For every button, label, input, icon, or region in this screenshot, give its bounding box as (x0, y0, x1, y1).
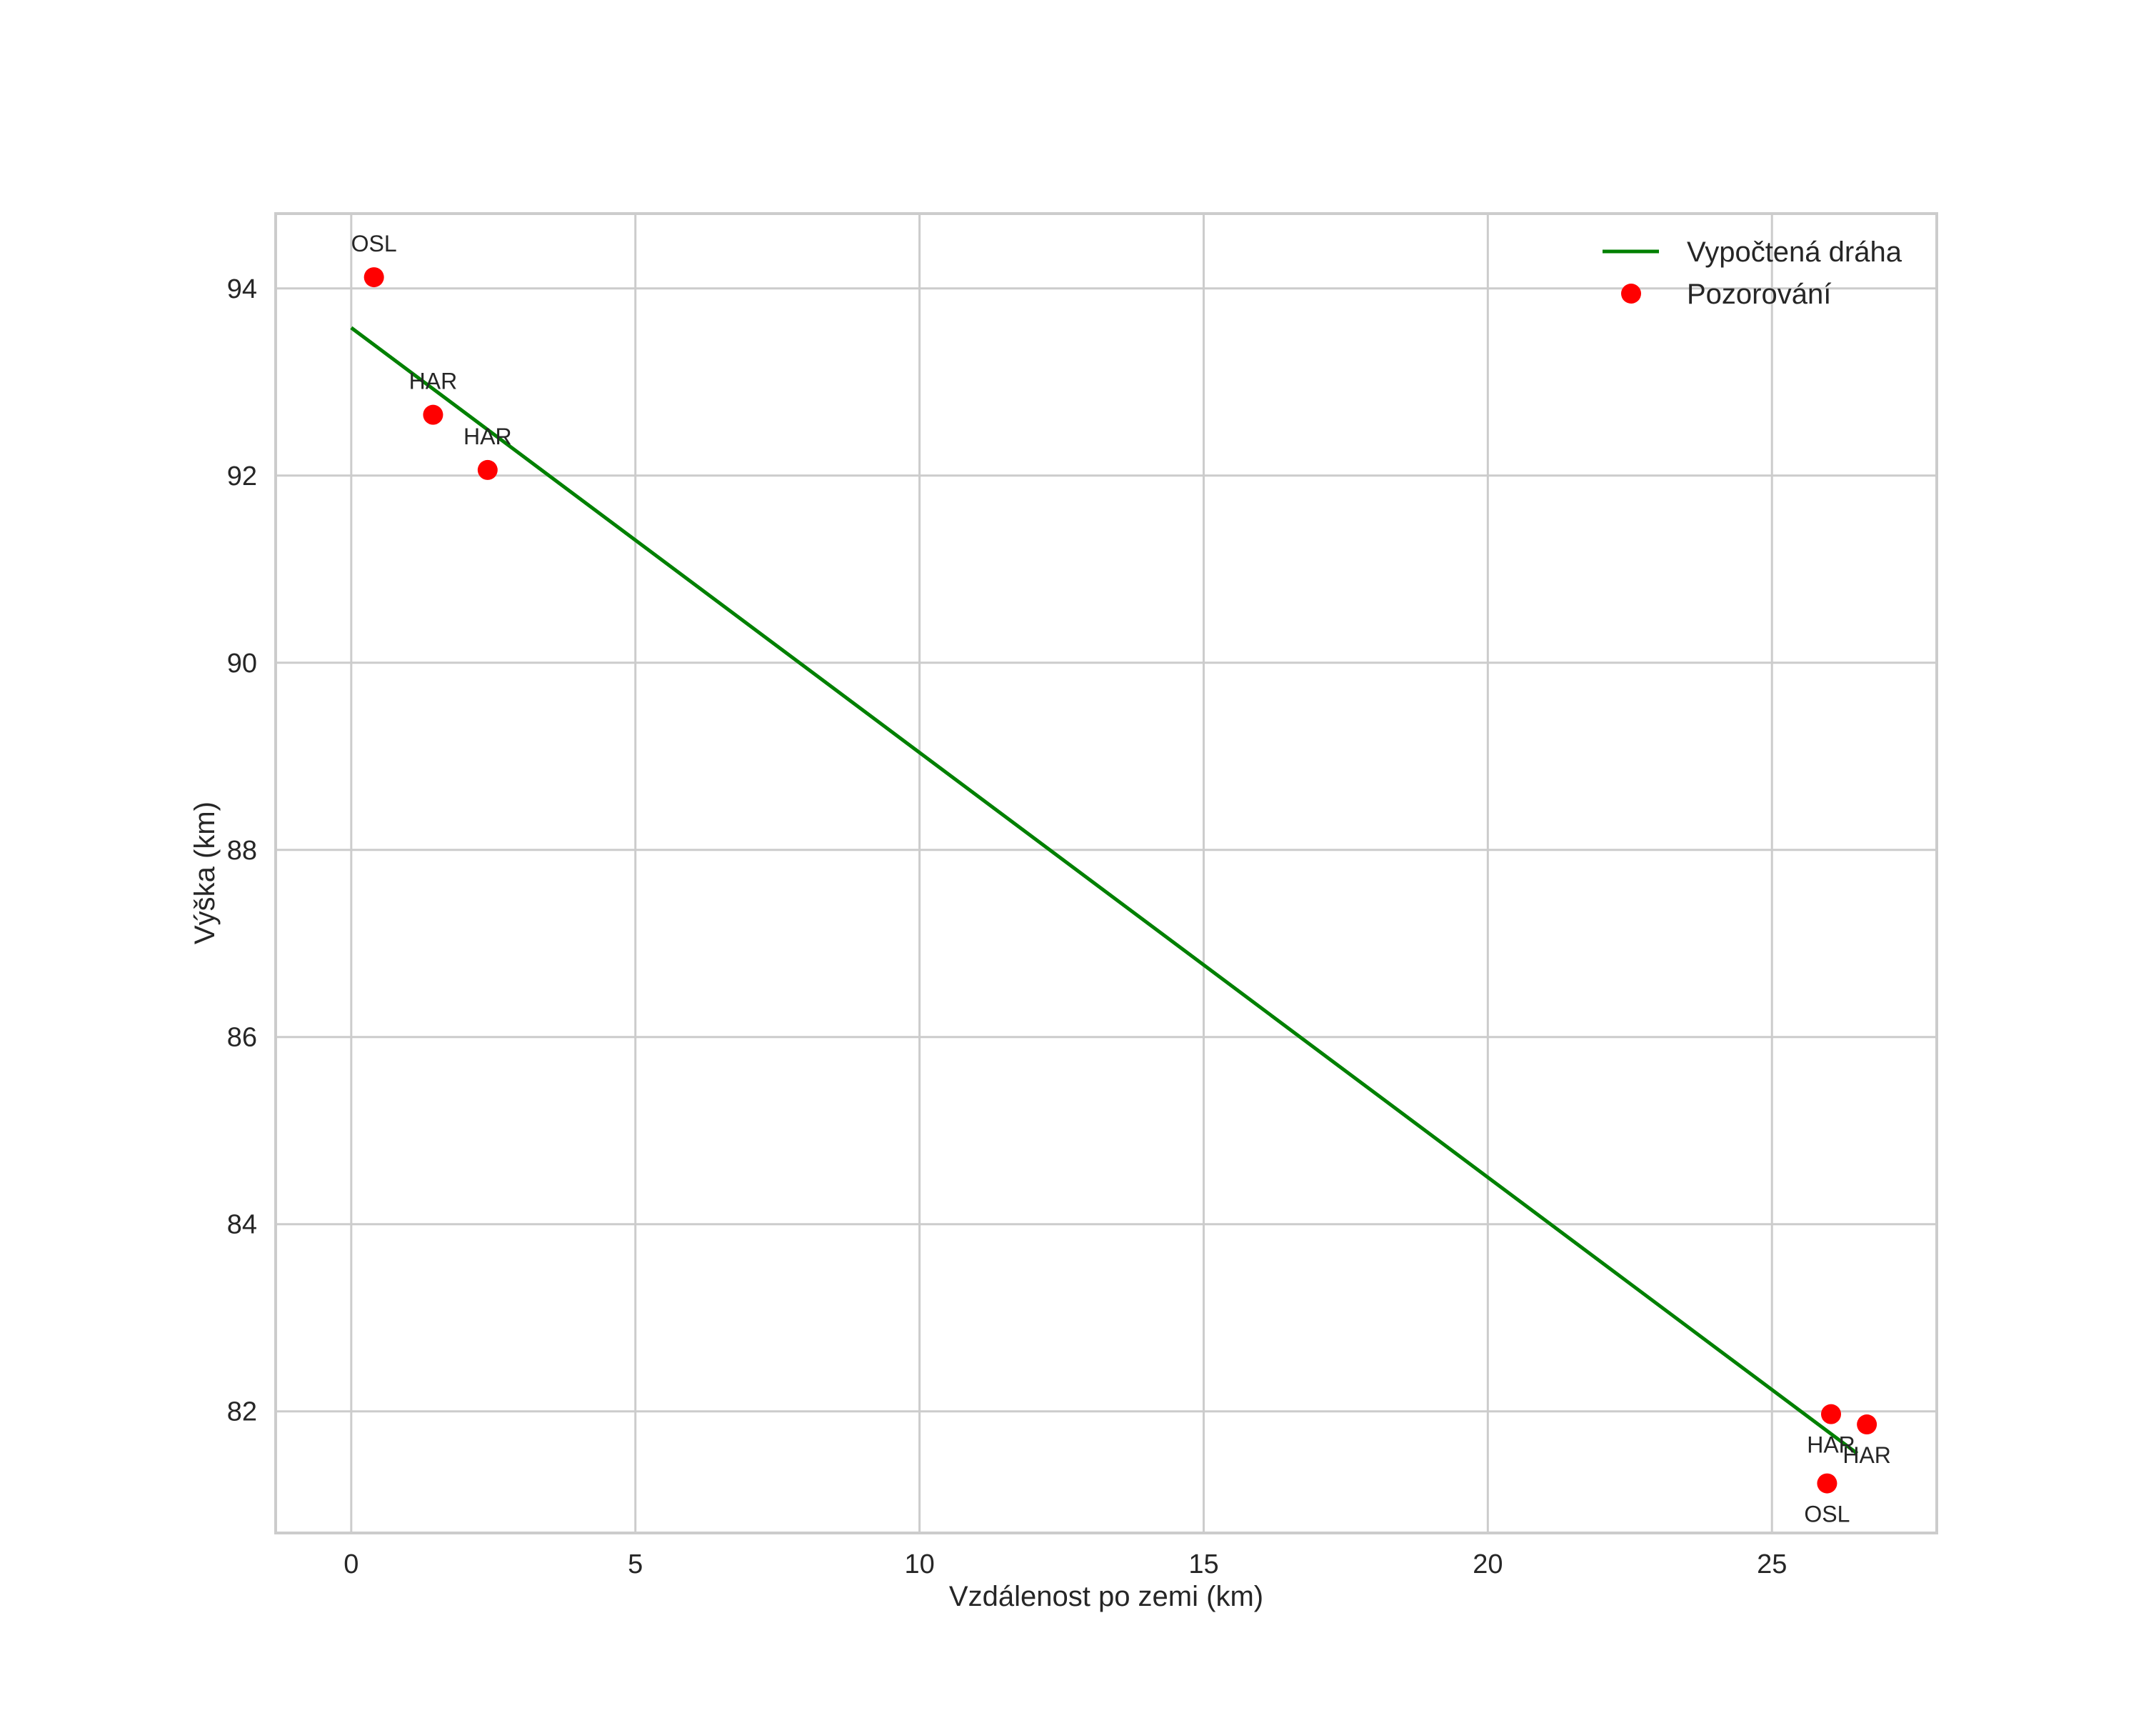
x-tick-label: 25 (1757, 1549, 1787, 1579)
x-tick-label: 20 (1473, 1549, 1503, 1579)
trajectory-line (350, 326, 1859, 1455)
y-tick-label: 92 (227, 461, 257, 491)
x-tick-label: 0 (344, 1549, 359, 1579)
observation-station-label: OSL (351, 231, 397, 256)
y-tick-label: 90 (227, 649, 257, 679)
y-tick-label: 84 (227, 1210, 257, 1240)
observation-point (363, 267, 384, 288)
y-tick-label: 82 (227, 1397, 257, 1427)
y-axis-ticks: 82 84 86 88 90 92 94 (227, 274, 257, 1427)
observation-point (423, 404, 443, 425)
observation-point (1820, 1404, 1841, 1424)
y-tick-label: 86 (227, 1023, 257, 1053)
legend-label-observations: Pozorování (1687, 279, 1831, 310)
x-tick-label: 10 (904, 1549, 934, 1579)
x-axis-ticks: 0 5 10 15 20 25 (344, 1549, 1787, 1579)
computed-trajectory-line (350, 326, 1859, 1455)
y-tick-label: 94 (227, 274, 257, 304)
observation-point (477, 459, 498, 480)
x-axis-label: Vzdálenost po zemi (km) (949, 1581, 1263, 1612)
observation-station-label: HAR (1842, 1442, 1891, 1468)
axes-frame (274, 212, 1938, 1534)
legend-dot-icon (1621, 284, 1641, 304)
observation-point (1857, 1414, 1877, 1435)
observation-station-label: HAR (463, 424, 512, 449)
grid-lines (276, 214, 1937, 1533)
y-tick-label: 88 (227, 836, 257, 866)
legend: Vypočtená dráha Pozorování (1603, 236, 1902, 310)
legend-label-trajectory: Vypočtená dráha (1687, 236, 1902, 268)
x-tick-label: 15 (1188, 1549, 1218, 1579)
x-tick-label: 5 (628, 1549, 643, 1579)
observation-station-label: HAR (409, 369, 458, 394)
observation-station-label: OSL (1804, 1502, 1850, 1527)
observation-point (1817, 1473, 1837, 1494)
observation-station-label: HAR (1807, 1432, 1855, 1458)
y-axis-label: Výška (km) (189, 801, 221, 944)
